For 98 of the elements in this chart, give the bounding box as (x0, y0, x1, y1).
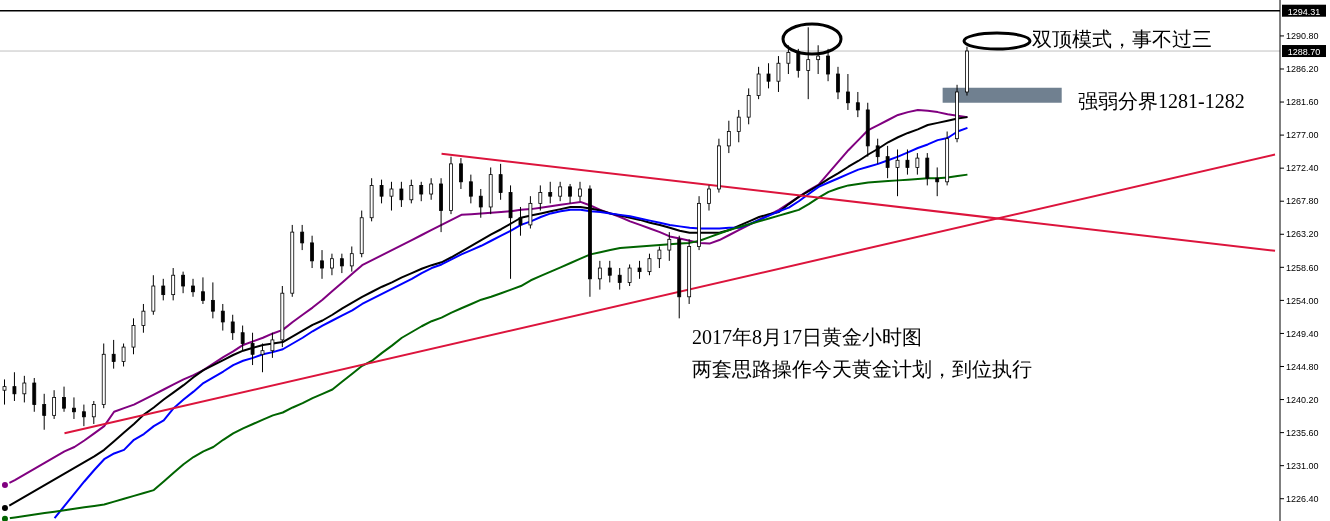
y-tick-label: 1272.40 (1286, 163, 1319, 174)
candlestick (478, 188, 483, 219)
candlestick (468, 174, 473, 204)
candlestick (210, 281, 215, 319)
candlestick (667, 231, 672, 262)
candlestick (915, 152, 920, 176)
candlestick (786, 44, 791, 75)
y-tick-label: 1231.00 (1286, 460, 1319, 471)
candlestick (806, 26, 811, 100)
candlestick (597, 260, 602, 291)
candlestick (339, 253, 344, 274)
candlestick (627, 263, 632, 287)
candlestick (607, 260, 612, 283)
candlestick (12, 371, 17, 402)
band-label: 强弱分界1281-1282 (1078, 89, 1245, 114)
candlestick (111, 339, 116, 370)
candlestick (181, 271, 186, 294)
candlestick (905, 148, 910, 176)
candlestick (826, 48, 830, 82)
candlestick (429, 177, 434, 201)
candlestick (161, 278, 166, 301)
y-tick-label: 1240.20 (1286, 394, 1319, 405)
candlestick (578, 181, 582, 202)
ref-line-label: 1294.31 (1287, 6, 1321, 17)
annotation: 双顶模式，事不过三 (1032, 27, 1212, 52)
y-tick-label: 1244.80 (1286, 361, 1319, 372)
candlestick (230, 314, 235, 341)
y-tick-label: 1267.80 (1286, 196, 1319, 207)
y-tick-label: 1235.60 (1286, 427, 1319, 438)
candlestick (935, 166, 940, 197)
candlestick (617, 267, 622, 291)
candlestick (726, 120, 731, 154)
candlestick (895, 148, 900, 197)
candlestick (250, 332, 255, 366)
candlestick (260, 343, 265, 373)
candlestick (875, 138, 880, 165)
candlestick (568, 183, 572, 204)
candlestick (42, 393, 47, 431)
candlestick (538, 184, 543, 212)
y-tick-label: 1286.20 (1286, 64, 1319, 75)
annotation: 2017年8月17日黄金小时图 (692, 325, 923, 350)
candlestick (270, 332, 275, 359)
candlestick (657, 245, 662, 269)
candlestick (846, 73, 850, 111)
candlestick (141, 303, 146, 334)
candlestick (201, 276, 205, 305)
candlestick (528, 195, 533, 230)
candlestick (399, 181, 404, 208)
candlestick (310, 235, 314, 269)
y-tick-label: 1258.60 (1286, 262, 1319, 273)
candlestick (300, 224, 305, 251)
candlestick (52, 389, 57, 420)
candlestick (171, 267, 176, 301)
candlestick (836, 66, 840, 100)
candlestick (191, 278, 195, 298)
candlestick (419, 181, 424, 202)
candlestick (885, 145, 890, 179)
candlestick (72, 396, 76, 420)
candlestick (121, 343, 126, 367)
y-tick-label: 1226.40 (1286, 493, 1319, 504)
y-tick-label: 1263.20 (1286, 229, 1319, 240)
candlestick (816, 44, 821, 75)
candlestick (349, 245, 354, 273)
candlestick (756, 66, 761, 100)
candlestick (736, 109, 741, 143)
y-tick-label: 1249.40 (1286, 328, 1319, 339)
candlestick (925, 152, 930, 186)
candlestick (62, 386, 66, 413)
candlestick (91, 400, 96, 425)
candlestick (81, 404, 86, 427)
candlestick (518, 206, 523, 237)
candlestick (409, 179, 414, 204)
candlestick (379, 179, 384, 204)
candlestick (855, 91, 860, 118)
candlestick (776, 55, 781, 93)
y-tick-label: 1254.00 (1286, 295, 1319, 306)
candlestick (558, 181, 563, 202)
candlestick (766, 62, 771, 89)
candlestick (647, 253, 652, 276)
candlestick (707, 184, 711, 212)
y-tick-label: 1277.00 (1286, 130, 1319, 141)
candlestick (548, 181, 553, 204)
ref-line-label: 1288.70 (1287, 47, 1321, 58)
y-tick-label: 1290.80 (1286, 31, 1319, 42)
candlestick (22, 375, 27, 403)
candlestick (32, 377, 37, 413)
annotation: 两套思路操作今天黄金计划，到位执行 (692, 357, 1032, 382)
candlestick (746, 87, 751, 125)
candlestick (220, 303, 225, 332)
candlestick (498, 163, 503, 201)
candlestick (389, 181, 394, 212)
candlestick (330, 253, 334, 276)
candlestick (320, 249, 324, 280)
candlestick (459, 157, 463, 190)
candlestick (796, 48, 801, 79)
candlestick (240, 325, 245, 352)
y-tick-label: 1281.60 (1286, 97, 1319, 108)
candlestick (131, 317, 136, 355)
